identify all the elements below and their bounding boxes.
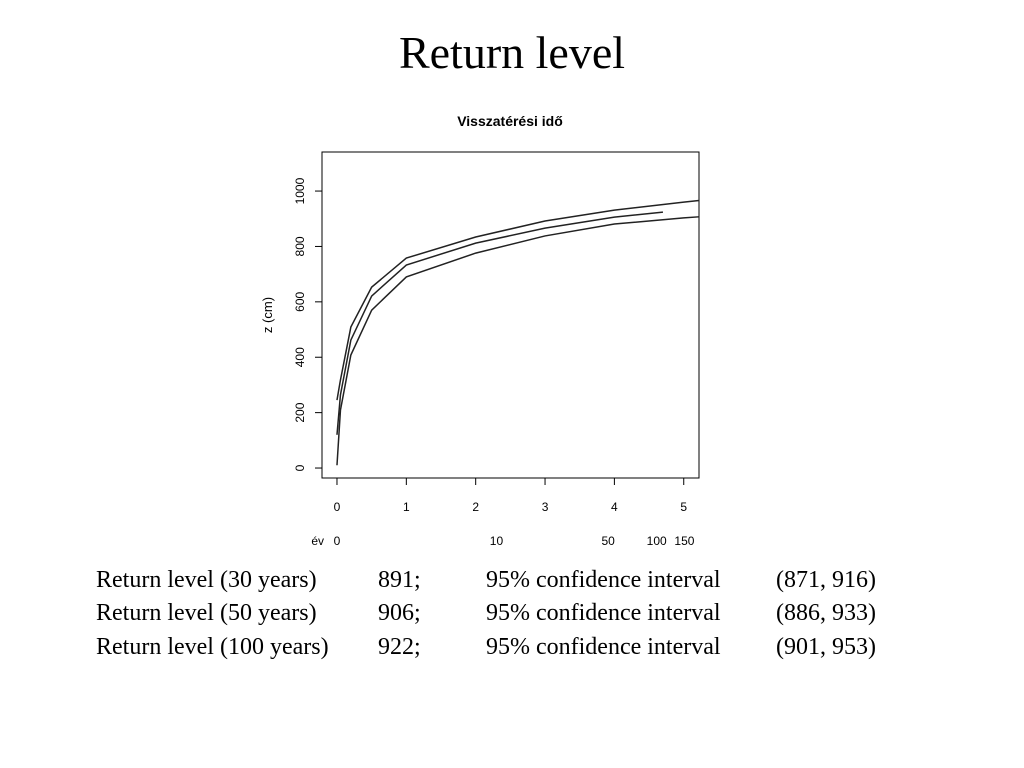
table-cell: 95% confidence interval [486,634,721,660]
table-cell: Return level (50 years) [96,600,317,626]
y-tick-label: 800 [293,236,307,256]
plot-frame [321,151,700,479]
x2-tick-label: 150 [674,534,694,548]
line [336,199,700,401]
y-tick-label: 400 [293,347,307,367]
table-cell: 95% confidence interval [486,600,721,626]
x-tick-label: 3 [542,500,549,514]
x2-tick-label: 0 [334,534,341,548]
x2-tick-label: 50 [601,534,615,548]
table-cell: (901, 953) [776,634,876,660]
table-cell: Return level (30 years) [96,567,317,593]
table-cell: (871, 916) [776,567,876,593]
table-cell: 95% confidence interval [486,567,721,593]
chart-title: Visszatérési idő [457,113,563,129]
x-tick-label: 5 [680,500,687,514]
table-cell: 922; [378,634,421,660]
x-tick-label: 4 [611,500,618,514]
table-cell: Return level (100 years) [96,634,329,660]
x-tick-label: 2 [472,500,479,514]
x-tick-label: 0 [334,500,341,514]
y-tick-label: 600 [293,292,307,312]
table-cell: (886, 933) [776,600,876,626]
line [336,211,664,435]
y-axis-label: z (cm) [260,297,275,333]
y-tick-label: 1000 [293,177,307,204]
x-tick-label: 1 [403,500,410,514]
y-tick-label: 200 [293,402,307,422]
table-cell: 891; [378,567,421,593]
x2-tick-label: 10 [490,534,504,548]
table-cell: 906; [378,600,421,626]
x2-axis-label: év [311,534,324,548]
x2-tick-label: 100 [647,534,667,548]
slide-title: Return level [399,27,625,78]
y-tick-label: 0 [293,464,307,471]
line [336,216,700,466]
